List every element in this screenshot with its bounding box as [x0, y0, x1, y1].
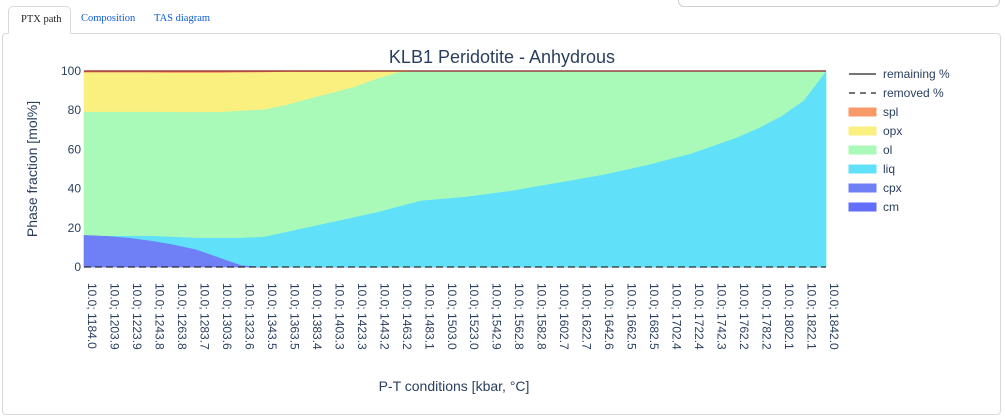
tab-ptx-path[interactable]: PTX path	[8, 6, 71, 34]
x-tick-label: 10.0; 1303.6	[220, 283, 234, 350]
y-tick-label: 60	[68, 142, 82, 156]
legend: remaining % removed % spl opx ol liq cpx cm	[848, 67, 950, 214]
y-tick-label: 0	[74, 260, 81, 274]
x-tick-label: 10.0; 1383.4	[310, 283, 324, 350]
x-tick-label: 10.0; 1283.7	[197, 283, 211, 350]
x-tick-label: 10.0; 1662.5	[625, 283, 639, 350]
legend-label[interactable]: liq	[883, 162, 895, 176]
area-layers	[83, 70, 827, 268]
legend-swatch-ol[interactable]	[848, 145, 877, 155]
legend-swatch-spl[interactable]	[848, 107, 877, 117]
reference-lines	[84, 70, 826, 268]
x-tick-label: 10.0; 1343.5	[265, 283, 279, 350]
tab-composition[interactable]: Composition	[81, 13, 136, 24]
x-tick-label: 10.0; 1503.0	[445, 283, 459, 350]
y-axis-ticks: 0 20 40 60 80 100	[61, 64, 81, 274]
x-tick-label: 10.0; 1682.5	[647, 283, 661, 350]
legend-label[interactable]: cm	[883, 200, 899, 214]
x-tick-label: 10.0; 1423.3	[355, 283, 369, 350]
y-tick-label: 80	[68, 103, 82, 117]
legend-label[interactable]: spl	[883, 105, 898, 119]
x-tick-label: 10.0; 1263.8	[175, 283, 189, 350]
legend-swatch-opx[interactable]	[848, 126, 877, 136]
x-tick-label: 10.0; 1802.1	[782, 283, 796, 350]
x-tick-label: 10.0; 1822.1	[805, 283, 819, 350]
x-tick-label: 10.0; 1582.8	[535, 283, 549, 350]
x-tick-label: 10.0; 1483.1	[422, 283, 436, 350]
y-tick-label: 20	[68, 221, 82, 235]
x-tick-label: 10.0; 1463.2	[400, 283, 414, 350]
legend-label[interactable]: remaining %	[883, 67, 950, 81]
legend-swatch-cpx[interactable]	[848, 183, 877, 193]
x-tick-label: 10.0; 1742.3	[715, 283, 729, 350]
legend-label[interactable]: cpx	[883, 181, 902, 195]
x-tick-label: 10.0; 1184.0	[85, 283, 99, 349]
x-tick-label: 10.0; 1722.4	[692, 283, 706, 350]
x-tick-label: 10.0; 1403.3	[332, 283, 346, 350]
x-tick-label: 10.0; 1223.9	[130, 283, 144, 350]
y-tick-label: 40	[68, 182, 82, 196]
tab-tas-diagram[interactable]: TAS diagram	[154, 13, 211, 24]
x-tick-label: 10.0; 1702.4	[670, 283, 684, 350]
x-tick-label: 10.0; 1363.5	[287, 283, 301, 350]
x-tick-label: 10.0; 1622.7	[580, 283, 594, 350]
x-axis-ticks: 10.0; 1184.0 10.0; 1203.9 10.0; 1223.9 10.0…	[85, 283, 841, 350]
x-tick-label: 10.0; 1542.9	[490, 283, 504, 350]
x-tick-label: 10.0; 1203.9	[107, 283, 121, 350]
x-tick-label: 10.0; 1642.6	[602, 283, 616, 350]
x-tick-label: 10.0; 1443.2	[377, 283, 391, 350]
legend-swatch-cm[interactable]	[848, 202, 877, 212]
y-tick-label: 100	[61, 64, 81, 78]
chart-title: KLB1 Peridotite - Anhydrous	[389, 47, 615, 67]
x-tick-label: 10.0; 1523.0	[467, 283, 481, 350]
x-tick-label: 10.0; 1562.8	[512, 283, 526, 350]
legend-swatch-liq[interactable]	[848, 164, 877, 174]
legend-label[interactable]: opx	[883, 124, 902, 138]
x-axis-title: P-T conditions [kbar, °C]	[379, 378, 530, 394]
x-tick-label: 10.0; 1602.7	[557, 283, 571, 350]
y-axis-title: Phase fraction [mol%]	[24, 101, 40, 237]
legend-label[interactable]: removed %	[883, 86, 944, 100]
x-tick-label: 10.0; 1762.2	[737, 283, 751, 350]
legend-label[interactable]: ol	[883, 143, 892, 157]
x-tick-label: 10.0; 1323.6	[242, 283, 256, 350]
x-tick-label: 10.0; 1243.8	[152, 283, 166, 350]
x-tick-label: 10.0; 1842.0	[827, 283, 841, 350]
x-tick-label: 10.0; 1782.2	[760, 283, 774, 350]
